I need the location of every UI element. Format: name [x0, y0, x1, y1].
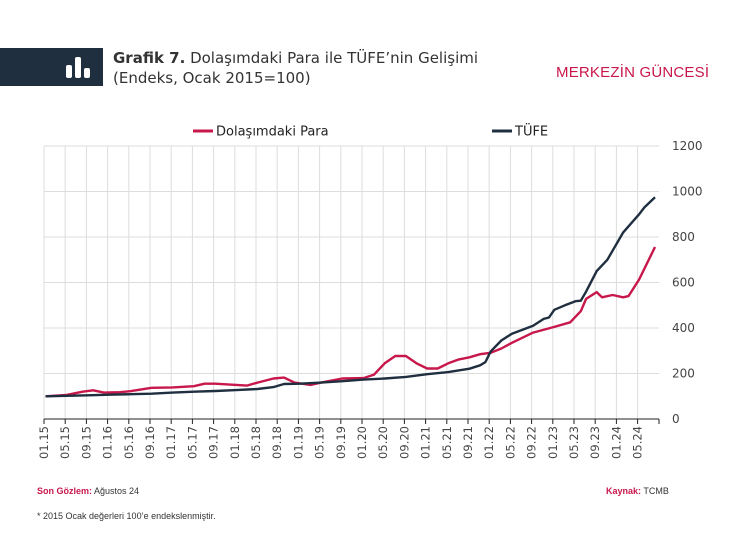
x-tick-label: 05.20	[376, 426, 390, 459]
y-tick-label: 1000	[672, 185, 703, 199]
x-tick-label: 01.20	[355, 426, 369, 459]
x-tick-label: 05.24	[631, 426, 645, 459]
last-obs-label: Son Gözlem:	[37, 486, 93, 496]
y-tick-label: 0	[672, 412, 680, 426]
x-tick-label: 01.16	[101, 426, 115, 459]
y-tick-label: 1200	[672, 139, 703, 153]
x-tick-label: 05.18	[249, 426, 263, 459]
x-tick-label: 09.21	[461, 426, 475, 459]
x-tick-label: 05.21	[440, 426, 454, 459]
x-tick-label: 01.18	[228, 426, 242, 459]
title-rest: Dolaşımdaki Para ile TÜFE’nin Gelişimi	[185, 49, 479, 67]
y-tick-label: 800	[672, 230, 695, 244]
x-tick-label: 01.21	[419, 426, 433, 459]
tufe-line	[45, 196, 656, 398]
x-tick-label: 09.18	[270, 426, 284, 459]
x-tick-label: 09.20	[397, 426, 411, 459]
x-tick-label: 05.16	[122, 426, 136, 459]
x-tick-label: 01.15	[37, 426, 51, 459]
brand-logo: MERKEZİN GÜNCESİ	[556, 64, 710, 81]
x-tick-label: 05.15	[58, 426, 72, 459]
x-tick-label: 09.22	[525, 426, 539, 459]
legend-label: Dolaşımdaki Para	[216, 125, 329, 140]
x-tick-label: 01.22	[482, 426, 496, 459]
source-label: Kaynak:	[606, 486, 642, 496]
header-bar	[0, 48, 103, 86]
last-observation: Son Gözlem: Ağustos 24	[37, 486, 139, 496]
y-tick-label: 200	[672, 367, 695, 381]
source-value: TCMB	[641, 486, 669, 496]
x-tick-label: 01.23	[546, 426, 560, 459]
chart-title: Grafik 7. Dolaşımdaki Para ile TÜFE’nin …	[113, 48, 478, 88]
x-tick-label: 01.17	[164, 426, 178, 459]
x-tick-label: 01.24	[609, 426, 623, 459]
para-line	[45, 246, 657, 398]
source: Kaynak: TCMB	[606, 486, 669, 496]
x-tick-label: 05.23	[567, 426, 581, 459]
footnote: * 2015 Ocak değerleri 100’e endekslenmiş…	[37, 511, 216, 521]
last-obs-value: Ağustos 24	[92, 486, 140, 496]
x-tick-label: 01.19	[291, 426, 305, 459]
title-bold: Grafik 7.	[113, 49, 186, 67]
x-tick-label: 05.22	[503, 426, 517, 459]
x-tick-label: 09.23	[588, 426, 602, 459]
x-tick-label: 05.19	[313, 426, 327, 459]
x-tick-label: 09.19	[334, 426, 348, 459]
x-tick-label: 09.15	[79, 426, 93, 459]
line-chart: 0 200 400 600 800 1000 1200 01.15 05.15 09.15 01.1…	[37, 123, 703, 459]
x-tick-label: 05.17	[185, 426, 199, 459]
y-tick-label: 400	[672, 321, 695, 335]
x-tick-label: 09.16	[143, 426, 157, 459]
legend-label: TÜFE	[514, 123, 548, 140]
x-tick-label: 09.17	[207, 426, 221, 459]
chart-subtitle: (Endeks, Ocak 2015=100)	[113, 69, 311, 87]
y-tick-label: 600	[672, 276, 695, 290]
bar-chart-icon	[66, 57, 90, 78]
